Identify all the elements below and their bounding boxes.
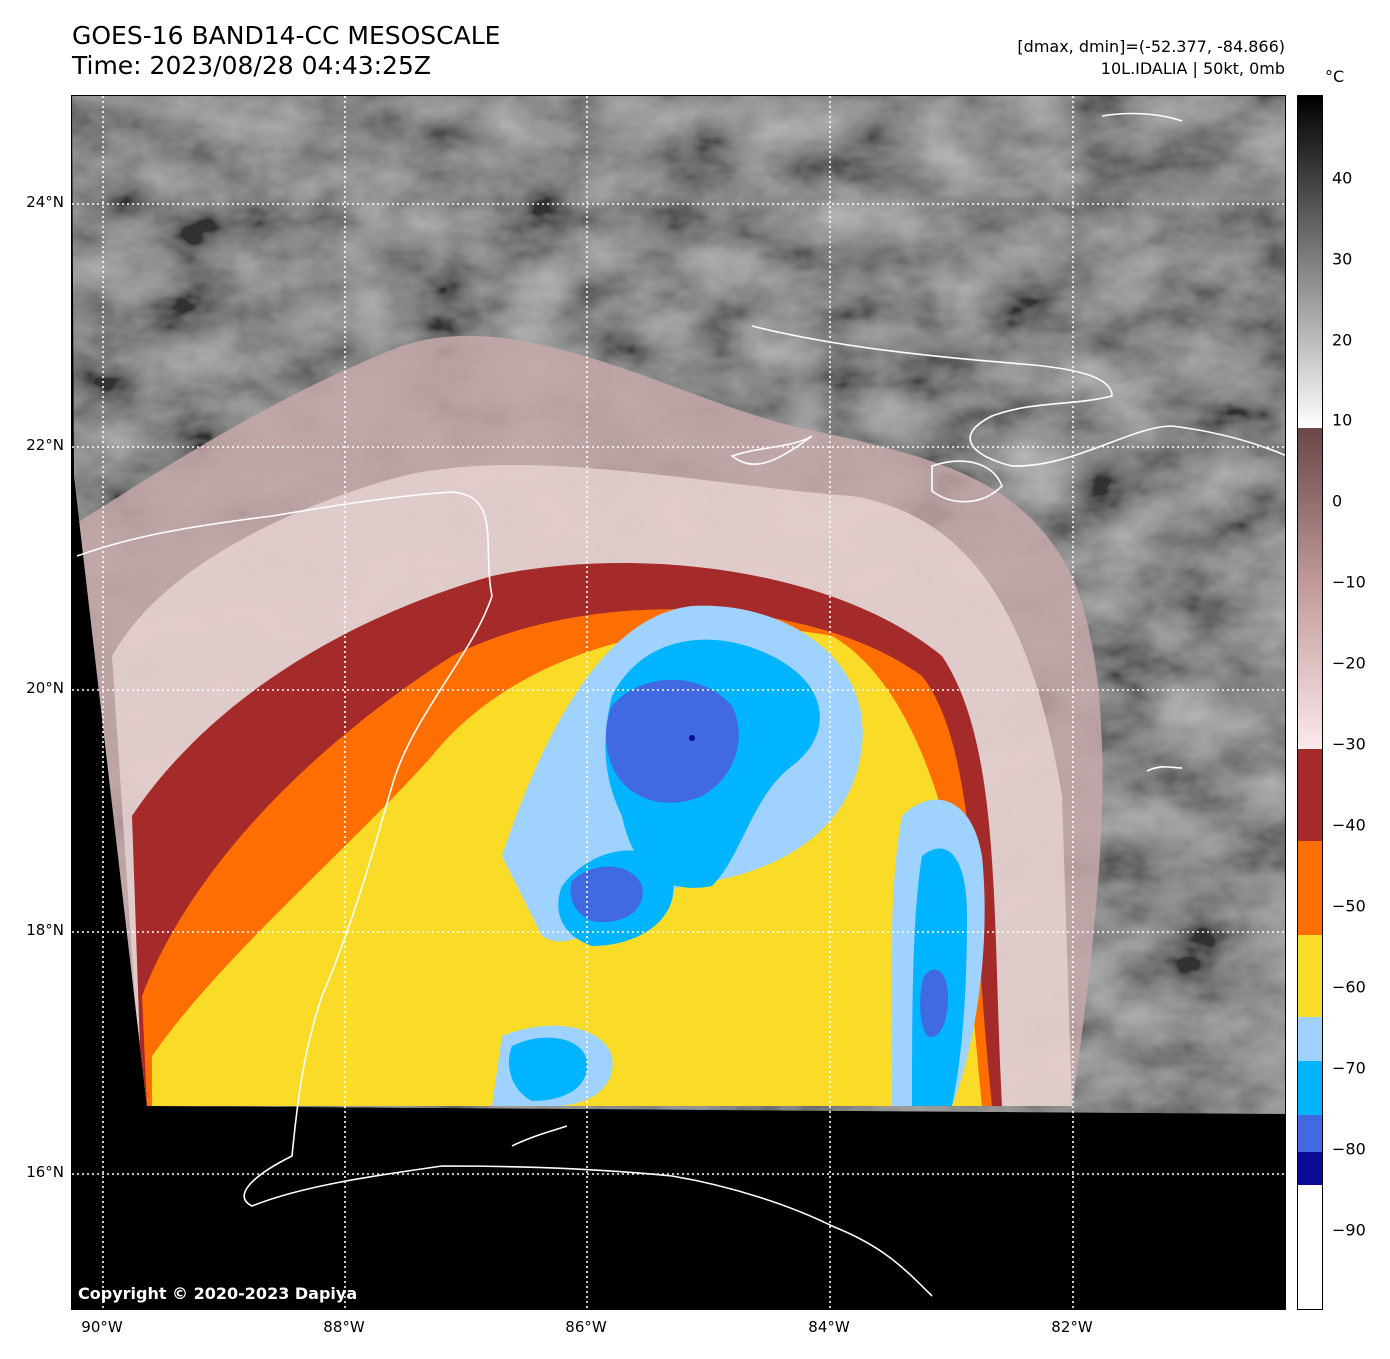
lon-label-84w: 84°W <box>808 1318 850 1336</box>
colorbar-tick-minus80: −80 <box>1332 1139 1366 1159</box>
lon-label-86w: 86°W <box>565 1318 607 1336</box>
colorbar-tick-40: 40 <box>1332 168 1353 188</box>
colorbar-tick-minus30: −30 <box>1332 734 1366 754</box>
colorbar-tick-minus20: −20 <box>1332 653 1366 673</box>
lat-label-16n: 16°N <box>26 1163 64 1181</box>
lon-label-88w: 88°W <box>323 1318 365 1336</box>
satellite-map <box>71 95 1286 1310</box>
colorbar <box>1297 95 1323 1310</box>
map-title: GOES-16 BAND14-CC MESOSCALE <box>72 21 501 50</box>
colorbar-unit: °C <box>1325 67 1345 86</box>
colorbar-tick-10: 10 <box>1332 410 1353 430</box>
storm-info-note: 10L.IDALIA | 50kt, 0mb <box>1100 59 1285 78</box>
colorbar-gradient <box>1298 96 1322 1309</box>
lat-label-20n: 20°N <box>26 679 64 697</box>
data-range-note: [dmax, dmin]=(-52.377, -84.866) <box>1017 37 1285 56</box>
colorbar-tick-0: 0 <box>1332 491 1343 511</box>
lon-label-90w: 90°W <box>81 1318 123 1336</box>
colorbar-tick-minus90: −90 <box>1332 1220 1366 1240</box>
colorbar-tick-minus10: −10 <box>1332 572 1366 592</box>
colorbar-tick-minus60: −60 <box>1332 977 1366 997</box>
lat-label-24n: 24°N <box>26 193 64 211</box>
map-time: Time: 2023/08/28 04:43:25Z <box>72 51 431 80</box>
colorbar-tick-minus50: −50 <box>1332 896 1366 916</box>
colorbar-tick-minus40: −40 <box>1332 815 1366 835</box>
colorbar-tick-minus70: −70 <box>1332 1058 1366 1078</box>
coastlines <box>76 112 1285 1297</box>
colorbar-tick-20: 20 <box>1332 330 1353 350</box>
cloud-imagery <box>72 96 1285 1114</box>
lon-label-82w: 82°W <box>1051 1318 1093 1336</box>
lat-label-18n: 18°N <box>26 921 64 939</box>
lat-label-22n: 22°N <box>26 436 64 454</box>
copyright-text: Copyright © 2020-2023 Dapiya <box>78 1284 358 1303</box>
colorbar-tick-30: 30 <box>1332 249 1353 269</box>
satellite-image <box>72 96 1285 1309</box>
